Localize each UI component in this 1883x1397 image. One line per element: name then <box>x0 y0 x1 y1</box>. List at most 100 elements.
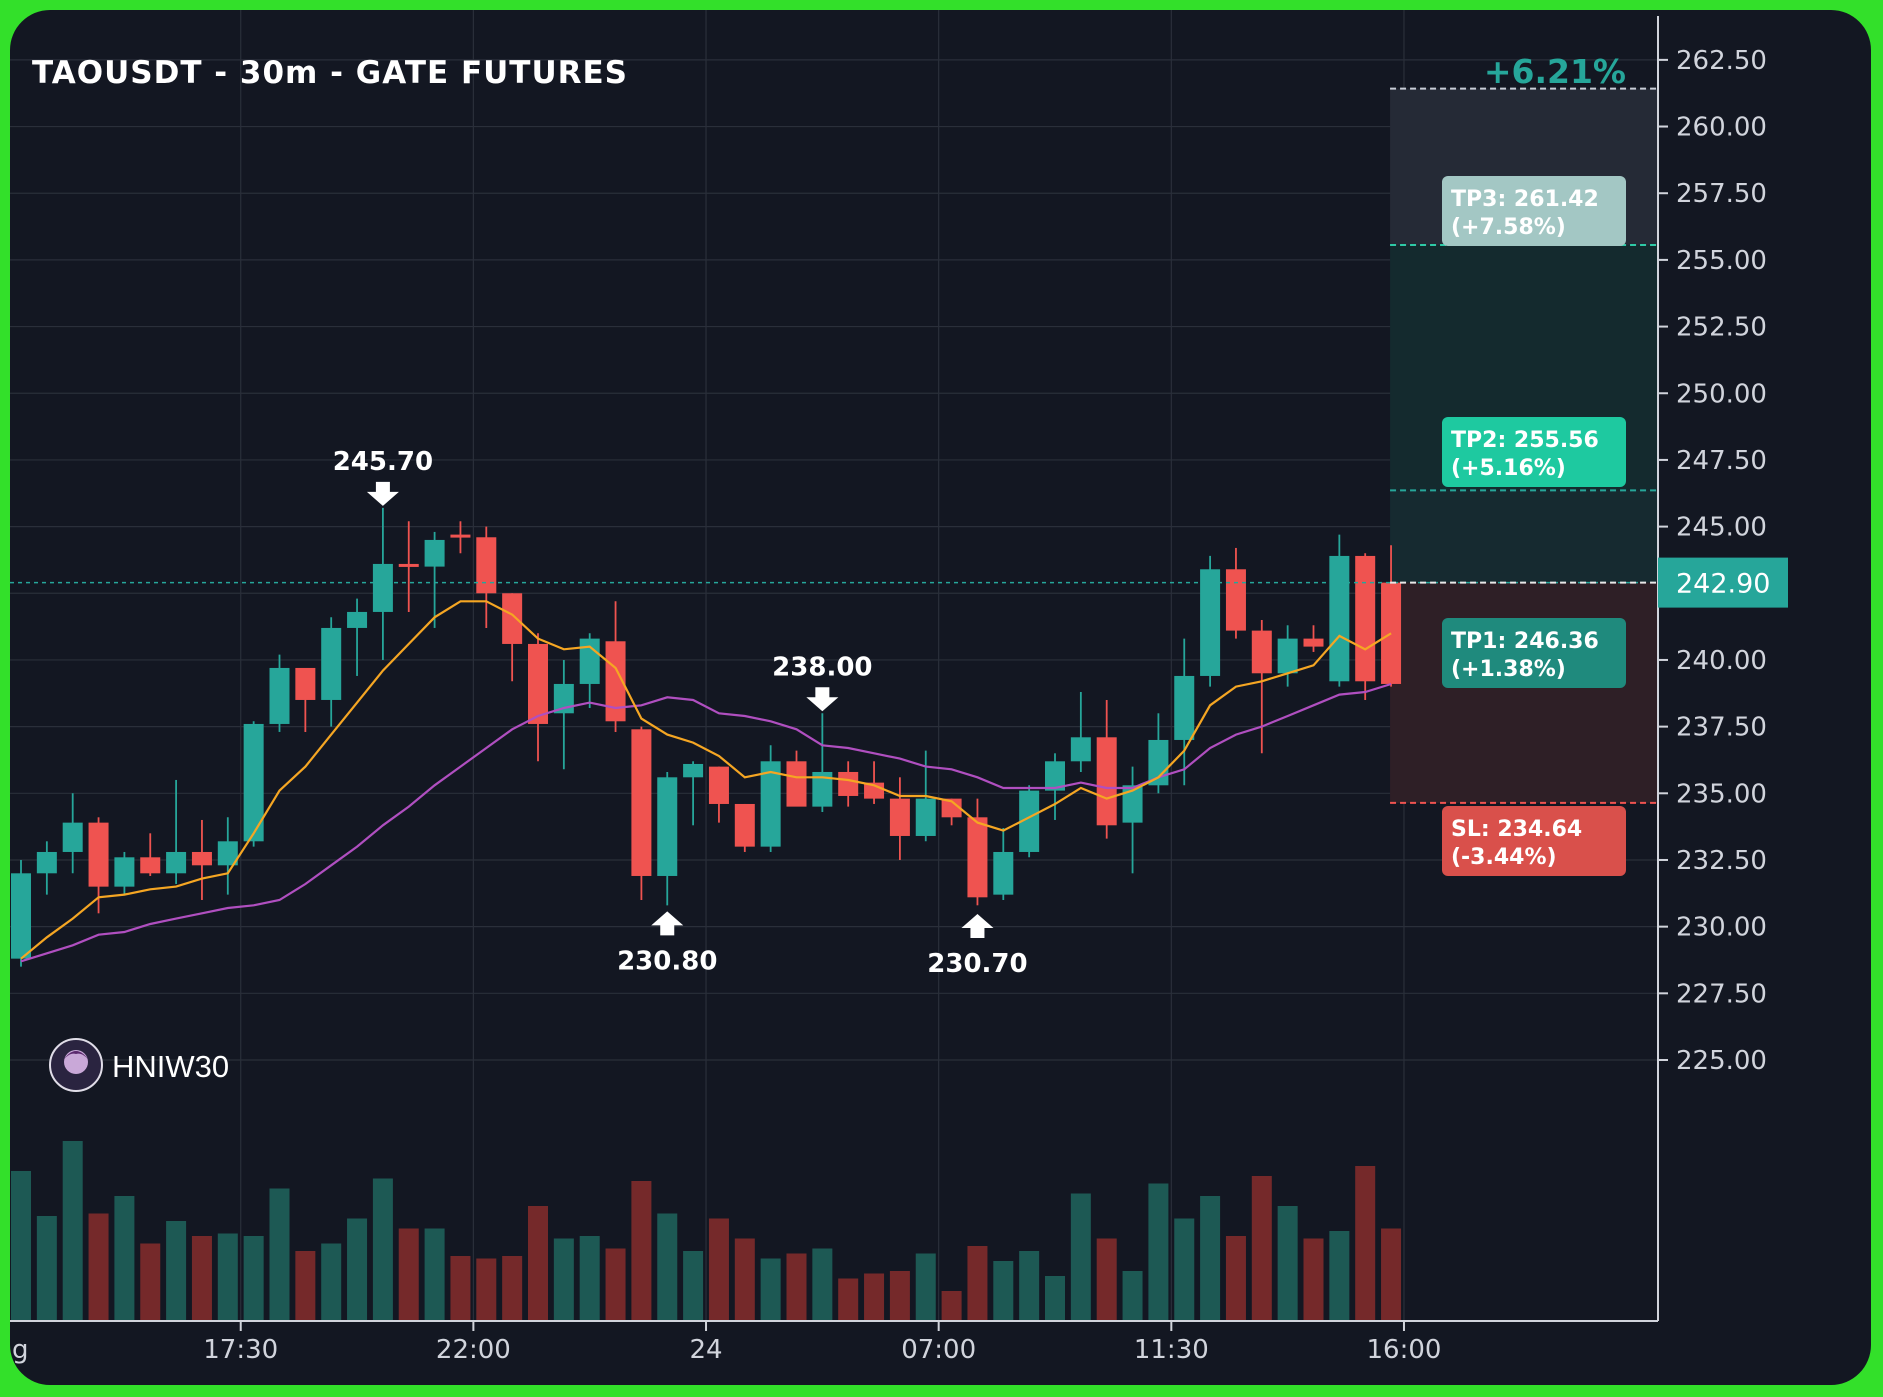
candle-body <box>1174 675 1195 740</box>
candle[interactable] <box>347 598 368 676</box>
candle[interactable] <box>114 851 135 895</box>
candle[interactable] <box>864 761 885 804</box>
candle[interactable] <box>786 750 807 807</box>
volume-bar <box>1174 1218 1195 1321</box>
candle-body <box>243 723 264 842</box>
y-tick-label: 245.00 <box>1676 513 1767 543</box>
moving-averages <box>20 600 1392 963</box>
candle[interactable] <box>683 761 704 826</box>
volume-bar <box>166 1221 187 1321</box>
candle-body <box>347 611 368 628</box>
candle-body <box>191 851 212 866</box>
candle[interactable] <box>1355 553 1376 700</box>
candle[interactable] <box>140 833 161 876</box>
candle[interactable] <box>1070 691 1091 772</box>
y-tick-label: 255.00 <box>1676 246 1767 276</box>
candle-body <box>528 643 548 724</box>
volume-bar <box>321 1243 342 1321</box>
candle[interactable] <box>1251 619 1272 754</box>
y-tick-label: 230.00 <box>1676 913 1767 943</box>
candle[interactable] <box>450 521 471 554</box>
candle[interactable] <box>1122 766 1143 874</box>
candle[interactable] <box>941 798 962 826</box>
candle-body <box>36 851 57 874</box>
candle[interactable] <box>579 633 600 708</box>
candle[interactable] <box>191 819 212 900</box>
candle[interactable] <box>88 817 109 914</box>
stop-loss-label-box <box>1442 806 1626 876</box>
volume-bar <box>1329 1231 1350 1321</box>
candle[interactable] <box>889 777 910 860</box>
candle[interactable] <box>1303 625 1324 652</box>
candle[interactable] <box>708 766 729 823</box>
candle[interactable] <box>967 798 988 906</box>
candlestick-chart[interactable]: 245.70 230.80 238.00 230.70 TP3: 261.42 (+7.… <box>10 10 1871 1385</box>
candle[interactable] <box>1329 534 1350 687</box>
x-tick-label: 16:00 <box>1367 1335 1442 1365</box>
arrow-down-icon <box>366 481 399 506</box>
candle[interactable] <box>476 526 497 628</box>
x-tick-label: 22:00 <box>436 1335 511 1365</box>
x-tick-label: 07:00 <box>901 1335 976 1365</box>
y-tick-label: 247.50 <box>1676 446 1767 476</box>
candle[interactable] <box>1225 547 1246 639</box>
volume-bar <box>11 1171 31 1321</box>
tp2-label: TP2: 255.56 (+5.16%) <box>1442 417 1626 487</box>
candle[interactable] <box>11 859 31 967</box>
current-price-badge <box>1658 557 1788 608</box>
candle[interactable] <box>1096 699 1117 839</box>
candle[interactable] <box>36 841 57 895</box>
volume-bar <box>812 1248 833 1321</box>
candle[interactable] <box>553 659 574 770</box>
candle[interactable] <box>1148 713 1169 794</box>
volume-bar <box>967 1246 988 1321</box>
watermark: HNIW30 <box>49 1038 229 1092</box>
candle[interactable] <box>631 726 652 900</box>
stop-loss-label-text: SL: 234.64 <box>1451 817 1582 842</box>
candle[interactable] <box>760 745 781 852</box>
candle[interactable] <box>295 667 316 732</box>
candle[interactable] <box>1200 555 1221 687</box>
tp2-label-box <box>1442 417 1626 487</box>
volume-bar <box>941 1291 962 1321</box>
candles[interactable] <box>11 507 1402 967</box>
candle[interactable] <box>1174 638 1195 786</box>
candle[interactable] <box>1045 753 1065 820</box>
grid <box>10 10 1658 1321</box>
candle[interactable] <box>657 771 678 906</box>
annotation-label: 230.80 <box>617 946 717 976</box>
candle[interactable] <box>1277 625 1298 687</box>
tp3-label-percent: (+7.58%) <box>1451 215 1566 240</box>
candle[interactable] <box>528 633 548 762</box>
candle[interactable] <box>217 817 238 895</box>
candle[interactable] <box>398 521 419 612</box>
volume-bar <box>450 1256 471 1321</box>
candle[interactable] <box>424 531 445 628</box>
ma-slow-line <box>20 682 1392 963</box>
volume-bars <box>11 1141 1402 1321</box>
volume-bar <box>915 1253 936 1321</box>
candle[interactable] <box>372 507 393 660</box>
candle[interactable] <box>812 713 833 812</box>
candle-body <box>62 822 83 852</box>
candle[interactable] <box>62 793 83 874</box>
candle[interactable] <box>1019 785 1040 858</box>
level-labels: TP3: 261.42(+7.58%)TP2: 255.56(+5.16%)TP… <box>1442 176 1626 876</box>
volume-bar <box>1277 1206 1298 1321</box>
candle-body <box>1045 761 1065 791</box>
candle[interactable] <box>321 617 342 727</box>
x-edge-label: g <box>12 1335 29 1365</box>
candle[interactable] <box>734 803 755 852</box>
candle-body <box>1096 737 1117 826</box>
volume-bar <box>579 1236 600 1321</box>
candle[interactable] <box>993 827 1014 900</box>
candle[interactable] <box>838 761 859 807</box>
avatar-hair-icon <box>62 1051 90 1062</box>
candle[interactable] <box>243 721 264 847</box>
arrow-down-icon <box>806 687 839 712</box>
avatar-face-icon <box>64 1050 88 1074</box>
candle[interactable] <box>166 779 187 884</box>
candle[interactable] <box>502 593 523 682</box>
volume-bar <box>631 1181 652 1321</box>
candle[interactable] <box>269 654 290 732</box>
